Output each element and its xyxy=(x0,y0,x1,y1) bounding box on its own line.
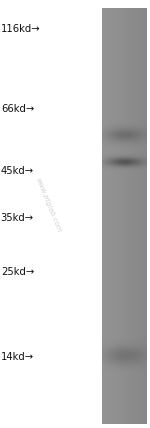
Text: 25kd→: 25kd→ xyxy=(1,267,34,277)
Text: 35kd→: 35kd→ xyxy=(1,213,34,223)
Text: 116kd→: 116kd→ xyxy=(1,24,40,34)
Bar xyxy=(0,0,102,428)
Text: 66kd→: 66kd→ xyxy=(1,104,34,114)
Text: www.ptglab.com: www.ptglab.com xyxy=(34,177,62,234)
Text: 45kd→: 45kd→ xyxy=(1,166,34,176)
Text: 14kd→: 14kd→ xyxy=(1,352,34,363)
